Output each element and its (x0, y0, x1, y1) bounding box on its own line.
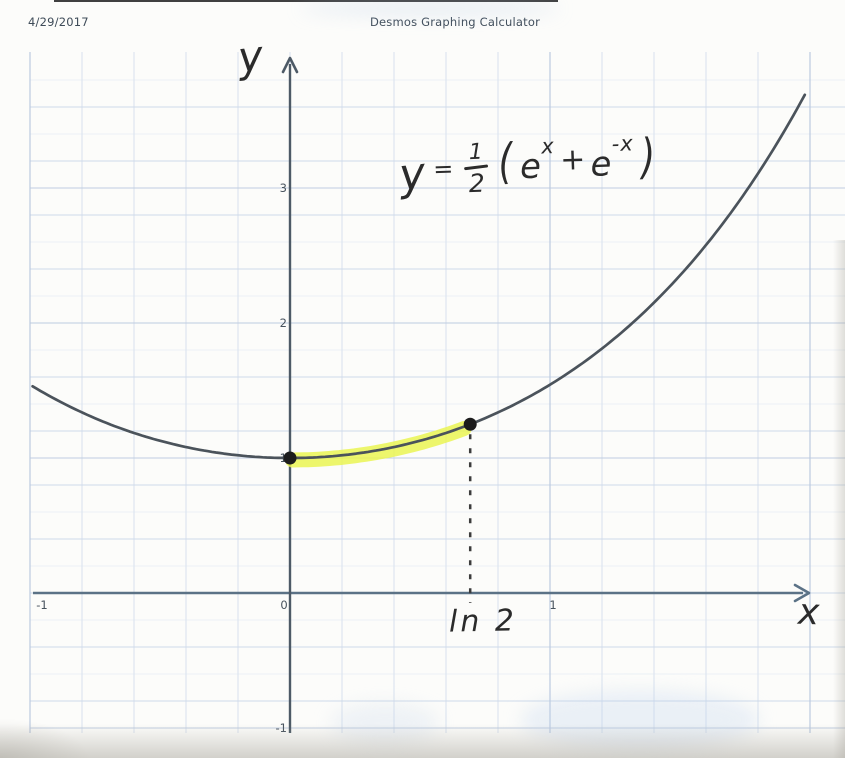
y-tick-label: 2 (280, 316, 287, 330)
scan-shadow-bottom (0, 724, 845, 758)
curve-cosh (31, 93, 807, 460)
point-dot (283, 451, 297, 465)
x-axis-arrow (793, 583, 811, 603)
x-tick-label: 1 (549, 598, 556, 612)
y-axis-arrow (281, 56, 299, 74)
x-tick-label: 0 (280, 598, 287, 612)
scan-artifact-top-line (54, 0, 558, 2)
x-tick-label: -1 (36, 598, 47, 612)
scan-shadow-right (833, 240, 845, 758)
page-title: Desmos Graphing Calculator (369, 15, 541, 29)
print-date: 4/29/2017 (28, 15, 89, 29)
highlight-segment (285, 421, 472, 468)
y-tick-label: 3 (280, 181, 287, 195)
grid-minor-lines (29, 52, 845, 733)
axes (33, 56, 811, 733)
point-dot (463, 417, 477, 431)
plot-layer (31, 93, 807, 603)
scan-shadow-corner (0, 718, 90, 758)
grid-major-lines (29, 52, 845, 733)
